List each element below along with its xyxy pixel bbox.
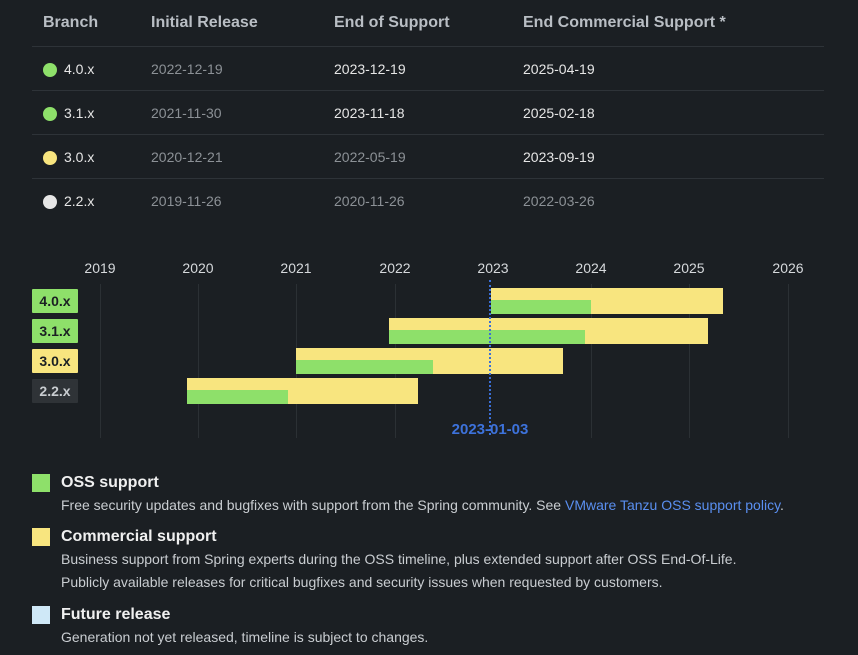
legend-title-future: Future release <box>61 606 171 623</box>
year-label: 2024 <box>575 260 607 276</box>
today-marker-label: 2023-01-03 <box>451 421 529 438</box>
table-row: 3.1.x 2021-11-30 2023-11-18 2025-02-18 <box>32 91 824 135</box>
year-label: 2025 <box>673 260 705 276</box>
year-label: 2022 <box>379 260 411 276</box>
legend-title-commercial: Commercial support <box>61 528 217 545</box>
table-header: Branch Initial Release End of Support En… <box>32 0 824 47</box>
table-row: 4.0.x 2022-12-19 2023-12-19 2025-04-19 <box>32 47 824 91</box>
end-commercial-date: 2023-09-19 <box>523 149 595 165</box>
oss-swatch <box>32 474 50 492</box>
end-commercial-date: 2025-04-19 <box>523 61 595 77</box>
end-of-support-date: 2023-12-19 <box>334 61 406 77</box>
oss-support-bar <box>187 390 288 404</box>
initial-release-date: 2019-11-26 <box>151 193 222 209</box>
end-of-support-date: 2022-05-19 <box>334 149 406 165</box>
year-gridline <box>198 284 199 438</box>
legend-desc-text: Free security updates and bugfixes with … <box>61 497 565 513</box>
status-dot <box>43 63 57 77</box>
initial-release-date: 2021-11-30 <box>151 105 222 121</box>
end-of-support-date: 2023-11-18 <box>334 105 405 121</box>
oss-support-bar <box>389 330 585 344</box>
year-gridline <box>788 284 789 438</box>
status-dot <box>43 195 57 209</box>
year-label: 2023 <box>477 260 509 276</box>
branch-tag-2-2: 2.2.x <box>32 379 78 403</box>
header-end-of-support: End of Support <box>334 14 450 31</box>
branch-tag-4-0: 4.0.x <box>32 289 78 313</box>
table-row: 3.0.x 2020-12-21 2022-05-19 2023-09-19 <box>32 135 824 179</box>
legend-desc-suffix: . <box>780 497 784 513</box>
initial-release-date: 2020-12-21 <box>151 149 223 165</box>
year-label: 2020 <box>182 260 214 276</box>
table-row: 2.2.x 2019-11-26 2020-11-26 2022-03-26 <box>32 179 824 222</box>
year-gridline <box>689 284 690 438</box>
end-commercial-date: 2025-02-18 <box>523 105 595 121</box>
support-timeline: 2019 2020 2021 2022 2023 2024 2025 2026 … <box>0 250 858 440</box>
branch-name: 3.1.x <box>64 105 95 121</box>
legend-title-oss: OSS support <box>61 474 159 491</box>
header-initial-release: Initial Release <box>151 14 258 31</box>
year-label: 2021 <box>280 260 312 276</box>
legend-desc-oss: Free security updates and bugfixes with … <box>61 497 784 513</box>
oss-support-bar <box>491 300 591 314</box>
branch-tag-3-0: 3.0.x <box>32 349 78 373</box>
branch-name: 2.2.x <box>64 193 95 209</box>
legend-desc-commercial-2: Publicly available releases for critical… <box>61 574 663 590</box>
branch-tag-3-1: 3.1.x <box>32 319 78 343</box>
oss-policy-link[interactable]: VMware Tanzu OSS support policy <box>565 497 781 513</box>
year-label: 2026 <box>772 260 804 276</box>
status-dot <box>43 107 57 121</box>
future-swatch <box>32 606 50 624</box>
header-end-commercial-support: End Commercial Support * <box>523 14 726 31</box>
oss-support-bar <box>296 360 433 374</box>
end-of-support-date: 2020-11-26 <box>334 193 405 209</box>
year-label: 2019 <box>84 260 116 276</box>
initial-release-date: 2022-12-19 <box>151 61 223 77</box>
header-branch: Branch <box>43 14 99 31</box>
branch-name: 3.0.x <box>64 149 95 165</box>
legend-desc-future: Generation not yet released, timeline is… <box>61 629 429 645</box>
end-commercial-date: 2022-03-26 <box>523 193 595 209</box>
commercial-swatch <box>32 528 50 546</box>
today-marker-line <box>489 280 491 435</box>
year-gridline <box>100 284 101 438</box>
status-dot <box>43 151 57 165</box>
legend-desc-commercial: Business support from Spring experts dur… <box>61 551 737 567</box>
year-gridline <box>591 284 592 438</box>
support-table: Branch Initial Release End of Support En… <box>32 0 824 222</box>
branch-name: 4.0.x <box>64 61 95 77</box>
